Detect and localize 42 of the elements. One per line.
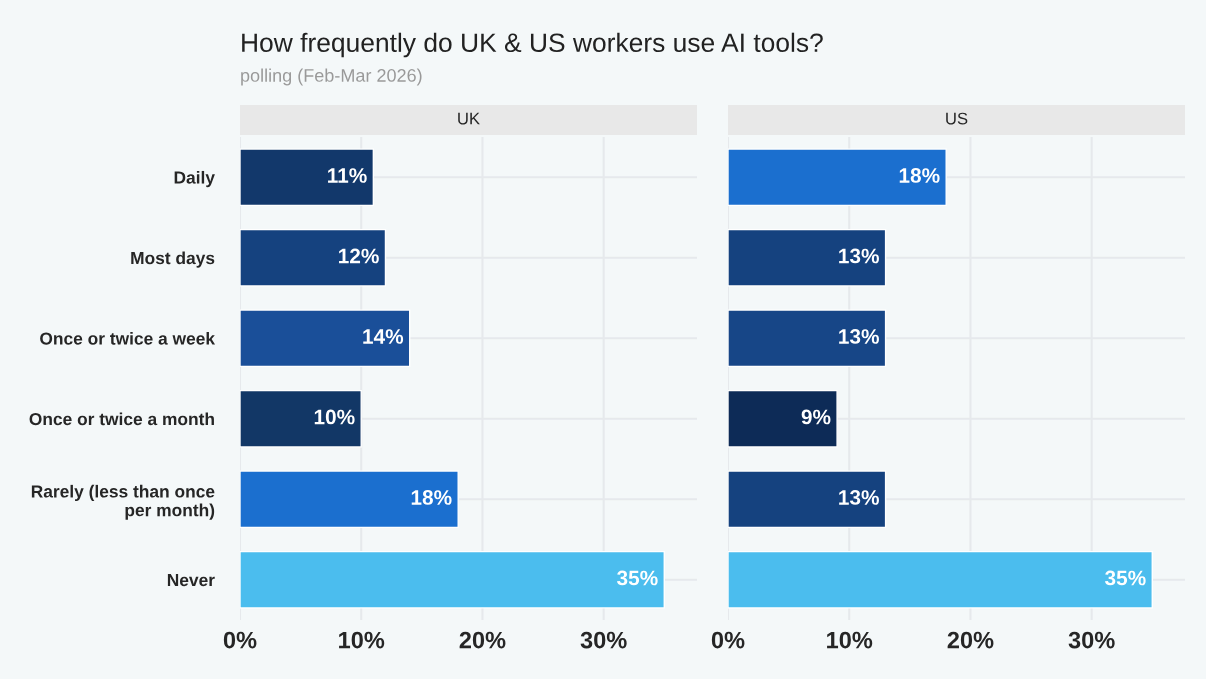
x-tick-label: 0% bbox=[223, 631, 257, 649]
chart-subtitle: polling (Feb-Mar 2026) bbox=[241, 68, 422, 86]
bar bbox=[728, 550, 1153, 609]
bar bbox=[240, 148, 375, 207]
y-tick-label: Once or twice a week bbox=[40, 331, 216, 345]
x-tick-label: 10% bbox=[339, 631, 385, 649]
bar bbox=[240, 550, 665, 609]
x-tick-label: 20% bbox=[459, 631, 506, 649]
data-label: 13% bbox=[839, 248, 879, 264]
data-label: 11% bbox=[328, 168, 367, 183]
text: US bbox=[946, 112, 968, 125]
bar bbox=[728, 309, 887, 368]
data-label: 12% bbox=[339, 248, 379, 264]
y-tick-label: Once or twice a month bbox=[29, 412, 214, 426]
bar bbox=[728, 228, 887, 287]
data-label: 18% bbox=[411, 490, 452, 505]
data-label: 13% bbox=[839, 329, 879, 344]
data-label: 18% bbox=[899, 168, 940, 183]
bar bbox=[240, 470, 459, 529]
bar bbox=[240, 228, 387, 287]
bar bbox=[728, 389, 838, 448]
x-tick-label: 30% bbox=[1068, 631, 1115, 649]
data-label: 35% bbox=[1104, 570, 1146, 586]
data-label: 35% bbox=[616, 570, 658, 586]
y-tick-label: Never bbox=[167, 574, 215, 587]
y-tick-label: Rarely (less than once per month) bbox=[31, 484, 215, 520]
y-tick-label: Daily bbox=[174, 170, 215, 188]
data-label: 10% bbox=[314, 409, 355, 425]
bar bbox=[728, 470, 887, 529]
text: UK bbox=[458, 112, 480, 125]
x-tick-label: 10% bbox=[827, 631, 873, 649]
x-tick-label: 30% bbox=[580, 631, 627, 649]
x-tick-label: 20% bbox=[947, 631, 994, 649]
x-tick-label: 0% bbox=[711, 631, 745, 649]
bar bbox=[728, 148, 947, 207]
data-label: 13% bbox=[839, 490, 879, 505]
data-label: 9% bbox=[801, 409, 831, 425]
bar bbox=[240, 309, 411, 368]
chart-title: How frequently do UK & US workers use AI tools? bbox=[242, 32, 823, 58]
y-tick-label: Most days bbox=[131, 251, 215, 268]
bar bbox=[240, 389, 362, 448]
data-label: 14% bbox=[363, 329, 404, 344]
